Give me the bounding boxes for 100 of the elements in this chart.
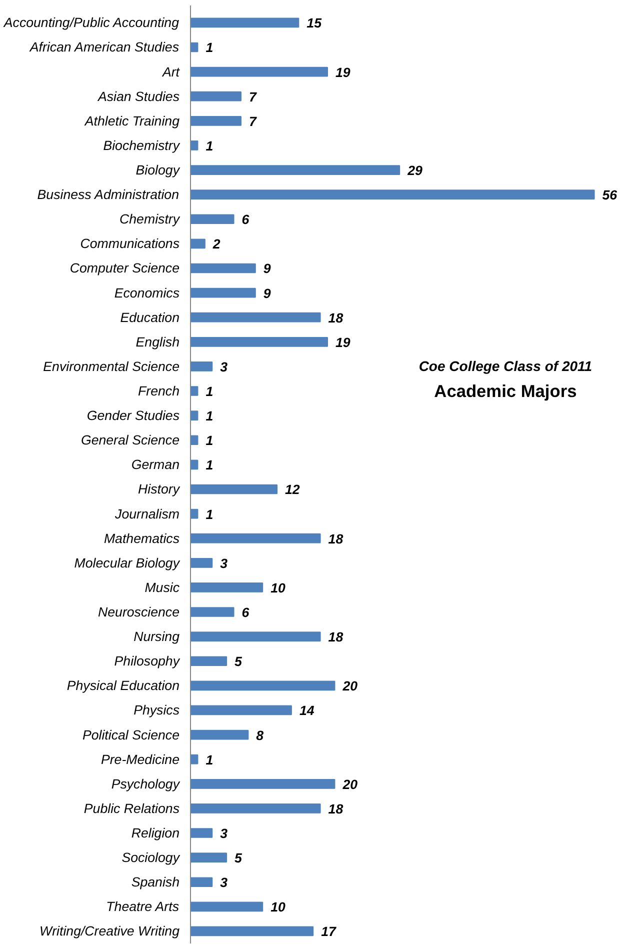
- y-tick-label: Neuroscience: [98, 604, 180, 620]
- bar: [190, 435, 198, 446]
- y-tick-label: Communications: [80, 236, 180, 252]
- data-label: 1: [206, 458, 214, 473]
- y-tick-label: Accounting/Public Accounting: [2, 15, 180, 30]
- data-label: 18: [328, 531, 344, 546]
- bar: [190, 214, 234, 224]
- bar: [190, 410, 198, 420]
- data-label: 18: [328, 801, 344, 816]
- bar: [190, 902, 264, 912]
- bar: [190, 582, 264, 592]
- data-label: 18: [328, 630, 344, 645]
- data-label: 8: [256, 728, 264, 743]
- bar: [190, 91, 242, 102]
- data-label: 12: [285, 482, 300, 498]
- bar: [190, 336, 328, 347]
- data-label: 3: [220, 875, 228, 890]
- text: Academic Majors: [434, 380, 577, 401]
- y-tick-label: Chemistry: [120, 212, 181, 227]
- data-label: 15: [306, 16, 322, 31]
- y-tick-label: Religion: [131, 826, 180, 841]
- data-label: 3: [220, 826, 228, 842]
- y-tick-label: Physics: [134, 702, 180, 718]
- data-label: 1: [206, 40, 214, 56]
- y-tick-label: Spanish: [131, 874, 180, 890]
- bar: [190, 312, 321, 322]
- y-tick-label: Gender Studies: [86, 408, 180, 424]
- y-tick-label: Psychology: [111, 776, 181, 792]
- y-tick-label: Biochemistry: [103, 138, 181, 153]
- data-label: 1: [206, 138, 214, 154]
- bar: [190, 778, 336, 789]
- data-label: 19: [335, 334, 351, 350]
- data-label: 7: [248, 114, 257, 129]
- data-label: 3: [220, 556, 228, 571]
- data-label: 14: [299, 703, 315, 718]
- y-tick-label: Pre-Medicine: [100, 752, 180, 767]
- bar: [190, 558, 213, 568]
- data-label: 20: [342, 678, 358, 694]
- y-tick-label: Biology: [136, 162, 181, 178]
- y-tick-label: Music: [144, 580, 180, 595]
- bar: [190, 730, 249, 740]
- y-tick-label: Molecular Biology: [74, 555, 181, 570]
- y-tick-label: Political Science: [82, 727, 180, 742]
- data-label: 6: [242, 605, 250, 620]
- y-tick-label: Environmental Science: [43, 358, 180, 374]
- data-label: 17: [321, 924, 336, 940]
- bar: [190, 362, 213, 372]
- bar: [190, 190, 595, 200]
- bar: [190, 116, 242, 126]
- data-label: 1: [206, 752, 214, 768]
- y-tick-label: General Science: [80, 432, 180, 448]
- bar: [190, 926, 314, 936]
- y-tick-label: Theatre Arts: [106, 899, 180, 914]
- y-tick-label: Journalism: [114, 506, 180, 522]
- y-tick-label: Asian Studies: [97, 88, 180, 104]
- data-label: 1: [206, 408, 214, 424]
- y-tick-label: Nursing: [134, 629, 180, 644]
- bar: [190, 632, 321, 642]
- y-tick-label: French: [138, 384, 180, 399]
- data-label: 1: [206, 506, 214, 522]
- data-label: 6: [242, 212, 250, 228]
- bar: [190, 165, 400, 175]
- y-tick-label: African American Studies: [28, 40, 180, 55]
- y-tick-label: Writing/Creative Writing: [40, 924, 180, 939]
- data-label: 3: [220, 359, 228, 374]
- data-label: 56: [602, 188, 618, 203]
- text: Coe College Class of 2011: [418, 358, 592, 374]
- data-label: 18: [328, 310, 344, 326]
- data-label: 10: [270, 580, 286, 596]
- y-tick-label: Athletic Training: [84, 113, 180, 128]
- bar: [190, 18, 300, 28]
- data-label: 5: [234, 654, 243, 670]
- y-tick-label: Education: [120, 310, 180, 325]
- bar: [190, 754, 198, 764]
- bar: [190, 656, 228, 666]
- y-tick-label: Economics: [114, 285, 180, 300]
- bar: [190, 238, 206, 249]
- bar: [190, 263, 256, 274]
- y-tick-label: Business Administration: [37, 187, 180, 202]
- bar: [190, 828, 213, 838]
- data-label: 2: [212, 236, 221, 252]
- data-label: 7: [248, 89, 257, 104]
- bar: [190, 705, 292, 716]
- y-tick-label: German: [131, 457, 180, 472]
- y-tick-label: Mathematics: [104, 530, 180, 546]
- bar: [190, 140, 198, 150]
- bar: [190, 533, 321, 544]
- bar: [190, 804, 321, 814]
- bar: [190, 852, 228, 862]
- data-label: 1: [206, 384, 214, 400]
- bar: [190, 484, 278, 494]
- y-tick-label: Sociology: [122, 850, 181, 866]
- data-label: 5: [234, 850, 243, 866]
- bar: [190, 680, 336, 691]
- data-label: 9: [263, 286, 272, 301]
- data-label: 19: [335, 64, 351, 80]
- bar: [190, 877, 213, 888]
- data-label: 1: [206, 433, 214, 448]
- data-label: 9: [263, 261, 272, 276]
- data-label: 10: [270, 900, 286, 915]
